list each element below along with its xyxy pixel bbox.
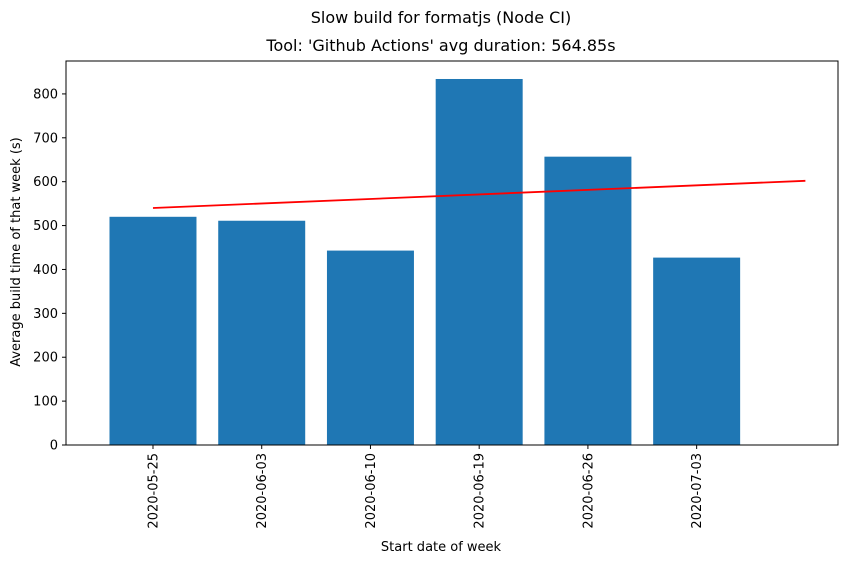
bar-2020-06-10 <box>326 250 414 445</box>
chart-suptitle: Slow build for formatjs (Node CI) <box>311 8 572 27</box>
bar-2020-07-03 <box>653 257 741 445</box>
x-tick-label: 2020-07-03 <box>690 453 705 529</box>
y-axis: 0 100 200 300 400 500 600 700 800 <box>33 87 66 454</box>
x-tick-label: 2020-06-19 <box>473 453 488 529</box>
y-tick-label: 300 <box>33 307 58 322</box>
bar-2020-06-26 <box>544 156 632 446</box>
y-tick-label: 600 <box>33 175 58 190</box>
trend-line <box>152 179 806 209</box>
x-tick-label: 2020-06-26 <box>581 453 596 529</box>
y-axis-label: Average build time of that week (s) <box>9 137 24 367</box>
bars-group <box>109 78 741 446</box>
trend-line-group <box>152 179 806 209</box>
y-tick-label: 800 <box>33 87 58 102</box>
bar-2020-05-25 <box>109 216 197 445</box>
x-axis-label: Start date of week <box>381 540 502 555</box>
y-tick-label: 200 <box>33 351 58 366</box>
plot-frame <box>65 60 839 446</box>
y-tick-label: 500 <box>33 219 58 234</box>
bar-2020-06-19 <box>435 78 523 446</box>
x-axis: 2020-05-25 2020-06-03 2020-06-10 2020-06-19… <box>146 445 705 529</box>
x-tick-label: 2020-05-25 <box>146 453 161 529</box>
y-tick-label: 700 <box>33 131 58 146</box>
x-tick-label: 2020-06-10 <box>364 453 379 529</box>
y-tick-label: 400 <box>33 263 58 278</box>
y-tick-label: 100 <box>33 395 58 410</box>
chart-title: Tool: 'Github Actions' avg duration: 564… <box>265 36 615 55</box>
bar-2020-06-03 <box>218 220 306 445</box>
x-tick-label: 2020-06-03 <box>255 453 270 529</box>
y-tick-label: 0 <box>50 439 58 454</box>
